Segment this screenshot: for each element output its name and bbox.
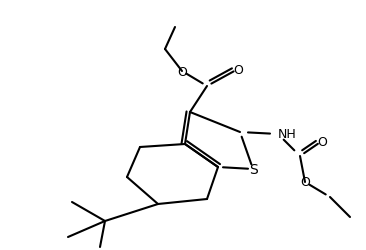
Text: NH: NH	[278, 128, 297, 141]
Text: O: O	[300, 176, 310, 189]
Text: O: O	[177, 65, 187, 78]
Text: S: S	[249, 162, 257, 176]
Text: O: O	[233, 63, 243, 76]
Text: O: O	[317, 135, 327, 148]
